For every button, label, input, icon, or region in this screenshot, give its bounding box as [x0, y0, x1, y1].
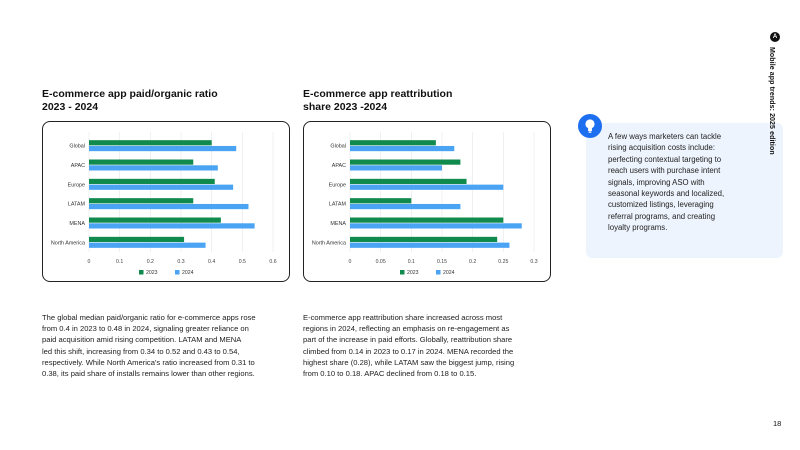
category-label: Global	[69, 144, 85, 150]
category-label: Global	[330, 144, 346, 150]
chart1-title-line2: 2023 - 2024	[42, 101, 99, 113]
reattribution-paragraph: E-commerce app reattribution share incre…	[303, 312, 553, 379]
paragraph-line: respectively. While North America's rati…	[42, 357, 255, 367]
bar-2023-europe	[89, 178, 215, 185]
bar-2023-apac	[89, 159, 194, 165]
bar-2023-mena	[89, 217, 221, 223]
bar-2024-apac	[350, 165, 442, 171]
brand-logo-icon: A	[770, 32, 780, 42]
legend-swatch-2023	[139, 270, 144, 275]
legend-label-2023: 2023	[146, 270, 158, 276]
paragraph-line: from 0.10 to 0.18. APAC declined from 0.…	[303, 369, 477, 379]
x-tick-label: 0	[88, 259, 91, 265]
bar-2024-north-america	[89, 242, 206, 248]
page-number: 18	[773, 419, 782, 428]
paragraph-line: led this shift, increasing from 0.34 to …	[42, 346, 240, 356]
paragraph-line: The global median paid/organic ratio for…	[42, 313, 256, 322]
tip-line: rising acquisition costs include:	[608, 143, 716, 153]
x-tick-label: 0.6	[269, 259, 276, 265]
chart1-title: E-commerce app paid/organic ratio 2023 -…	[42, 88, 218, 114]
legend-swatch-2024	[175, 270, 180, 275]
category-label: MENA	[330, 221, 346, 227]
paragraph-line: from 0.4 in 2023 to 0.48 in 2024, signal…	[42, 324, 249, 334]
bar-2024-latam	[89, 203, 249, 210]
legend-label-2024: 2024	[443, 270, 455, 276]
tip-line: seasonal keywords and localized,	[608, 189, 725, 199]
x-tick-label: 0	[349, 259, 352, 265]
paragraph-line: highest share (0.28), while LATAM saw th…	[303, 357, 515, 367]
x-tick-label: 0.15	[437, 259, 447, 265]
chart2-title-line2: share 2023 -2024	[303, 101, 388, 113]
bar-2023-europe	[350, 178, 467, 185]
x-tick-label: 0.4	[208, 259, 215, 265]
legend-label-2024: 2024	[182, 270, 194, 276]
side-label: Mobile app trends: 2025 edition	[768, 47, 775, 155]
chart2-title: E-commerce app reattribution share 2023 …	[303, 88, 452, 114]
paragraph-line: paid acquisition amid rising competition…	[42, 335, 242, 345]
reattribution-share-chart-svg: 0 0.05 0.1 0.15 0.2 0.25 0.3 Global APAC Europe LA…	[312, 132, 538, 276]
tip-card	[586, 123, 783, 258]
tip-line: loyalty programs.	[608, 223, 668, 233]
bar-2024-europe	[350, 184, 504, 190]
paid-organic-ratio-chart-svg: 0 0.1 0.2 0.3 0.4 0.5 0.6 Global APAC Europe LATAM…	[51, 132, 277, 276]
x-tick-label: 0.2	[147, 259, 154, 265]
bar-2023-global	[350, 140, 436, 146]
bar-2024-mena	[350, 223, 522, 229]
paragraph-line: regions in 2024, reflecting an emphasis …	[303, 324, 510, 334]
lightbulb-icon	[578, 114, 602, 138]
legend-swatch-2023	[400, 270, 405, 275]
category-label: APAC	[332, 163, 346, 169]
category-label: Europe	[329, 182, 346, 188]
bar-2024-global	[89, 145, 237, 152]
tip-line: referral programs, and creating	[608, 211, 716, 221]
category-label: APAC	[71, 163, 85, 169]
bar-2023-latam	[89, 198, 194, 204]
bar-2023-latam	[350, 198, 412, 204]
x-tick-label: 0.3	[177, 259, 184, 265]
tip-line: perfecting contextual targeting to	[608, 154, 722, 164]
bar-2023-apac	[350, 159, 461, 165]
bar-2024-global	[350, 145, 455, 152]
tip-line: signals, improving ASO with	[608, 177, 705, 187]
bar-2024-europe	[89, 184, 234, 190]
x-tick-label: 0.25	[498, 259, 508, 265]
category-label: LATAM	[68, 202, 86, 208]
tip-text: A few ways marketers can tackle rising a…	[608, 131, 778, 234]
bar-2024-latam	[350, 203, 461, 210]
bar-2024-mena	[89, 223, 255, 229]
reattribution-share-chart: 0 0.05 0.1 0.15 0.2 0.25 0.3 Global APAC Europe LA…	[303, 121, 551, 282]
x-tick-label: 0.3	[530, 259, 537, 265]
bar-2023-mena	[350, 217, 504, 223]
paid-organic-paragraph: The global median paid/organic ratio for…	[42, 312, 292, 379]
paragraph-line: E-commerce app reattribution share incre…	[303, 313, 503, 322]
bar-2024-apac	[89, 165, 218, 171]
bar-2023-north-america	[89, 236, 185, 243]
bar-2024-north-america	[350, 242, 510, 248]
chart1-title-line1: E-commerce app paid/organic ratio	[42, 88, 218, 100]
x-tick-label: 0.5	[239, 259, 246, 265]
category-label: North America	[51, 240, 85, 246]
paragraph-line: 0.38, its paid share of installs remains…	[42, 369, 255, 379]
tip-line: A few ways marketers can tackle	[608, 132, 722, 141]
x-tick-label: 0.1	[408, 259, 415, 265]
x-tick-label: 0.1	[116, 259, 123, 265]
legend-swatch-2024	[436, 270, 441, 275]
tip-line: reach users with purchase intent	[608, 166, 721, 176]
category-label: North America	[312, 240, 346, 246]
category-label: LATAM	[329, 202, 347, 208]
bar-2023-global	[89, 140, 212, 146]
tip-line: customized listings, leveraging	[608, 200, 714, 210]
category-label: MENA	[69, 221, 85, 227]
legend-label-2023: 2023	[407, 270, 419, 276]
bar-2023-north-america	[350, 236, 498, 243]
chart2-title-line1: E-commerce app reattribution	[303, 88, 453, 100]
category-label: Europe	[68, 182, 85, 188]
paragraph-line: climbed from 0.14 in 2023 to 0.17 in 202…	[303, 346, 514, 356]
x-tick-label: 0.2	[469, 259, 476, 265]
paid-organic-ratio-chart: 0 0.1 0.2 0.3 0.4 0.5 0.6 Global APAC Europe LATAM…	[42, 121, 290, 282]
x-tick-label: 0.05	[376, 259, 386, 265]
paragraph-line: part of the increase in paid efforts. Gl…	[303, 335, 513, 345]
